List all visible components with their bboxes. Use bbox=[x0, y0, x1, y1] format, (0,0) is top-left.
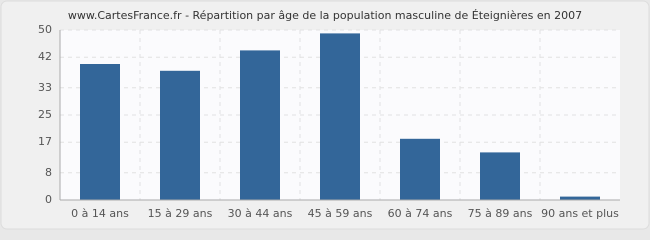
x-tick-label: 75 à 89 ans bbox=[468, 207, 533, 220]
bar bbox=[560, 196, 600, 200]
y-tick-label: 0 bbox=[45, 193, 52, 206]
chart: www.CartesFrance.fr - Répartition par âg… bbox=[0, 0, 650, 230]
x-tick-label: 30 à 44 ans bbox=[228, 207, 293, 220]
bar bbox=[160, 70, 200, 200]
bar bbox=[320, 33, 360, 201]
x-tick-label: 90 ans et plus bbox=[541, 207, 619, 220]
y-tick-label: 25 bbox=[38, 108, 52, 121]
bar bbox=[240, 50, 280, 201]
chart-title: www.CartesFrance.fr - Répartition par âg… bbox=[68, 9, 582, 22]
y-tick-label: 42 bbox=[38, 50, 52, 63]
bar bbox=[400, 138, 440, 200]
x-tick-label: 0 à 14 ans bbox=[71, 207, 129, 220]
y-tick-label: 17 bbox=[38, 135, 52, 148]
page: www.CartesFrance.fr - Répartition par âg… bbox=[0, 0, 650, 230]
x-tick-label: 60 à 74 ans bbox=[388, 207, 453, 220]
bar bbox=[480, 152, 520, 200]
x-tick-label: 45 à 59 ans bbox=[308, 207, 373, 220]
y-tick-label: 8 bbox=[45, 166, 52, 179]
bar bbox=[80, 64, 120, 200]
x-tick-label: 15 à 29 ans bbox=[148, 207, 213, 220]
y-tick-label: 33 bbox=[38, 81, 52, 94]
y-tick-label: 50 bbox=[38, 23, 52, 36]
